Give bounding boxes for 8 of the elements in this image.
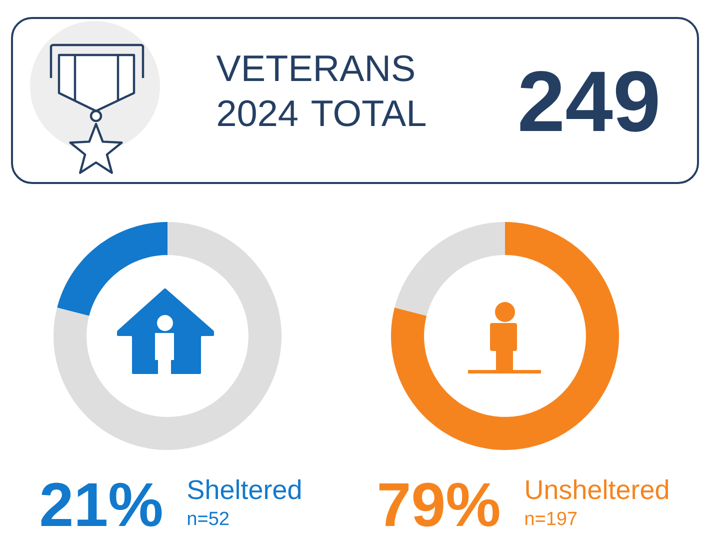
- text: n=197: [525, 512, 577, 526]
- text: 249: [520, 70, 658, 132]
- text: 79%: [379, 482, 500, 527]
- text: Unsheltered: [526, 479, 668, 500]
- text: n=52: [188, 512, 229, 526]
- text: VETERANS 2024 TOTAL: [216, 55, 426, 126]
- text: Sheltered: [188, 479, 301, 500]
- text: 21%: [41, 482, 162, 526]
